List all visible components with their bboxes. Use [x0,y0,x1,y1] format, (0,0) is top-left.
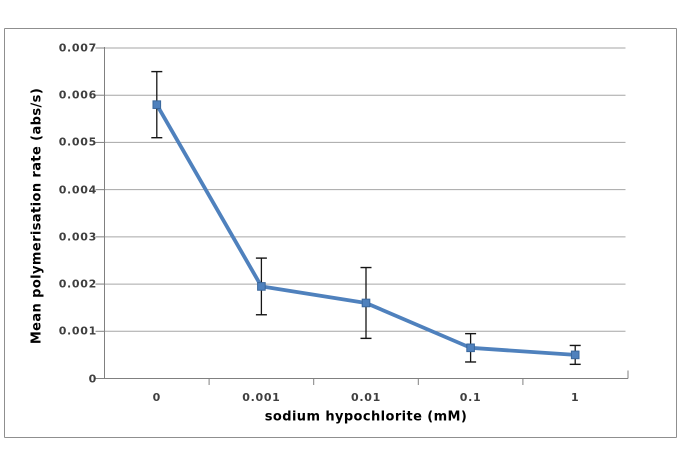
y-axis-title: Mean polymerisation rate (abs/s) [29,87,45,345]
data-point-marker [466,343,475,353]
data-point-marker [570,350,580,360]
chart-border [4,28,677,438]
data-point-marker [152,100,162,109]
data-point-marker [257,282,266,291]
x-axis-title: sodium hypochlorite (mM) [264,409,468,425]
data-point-marker [361,298,371,308]
